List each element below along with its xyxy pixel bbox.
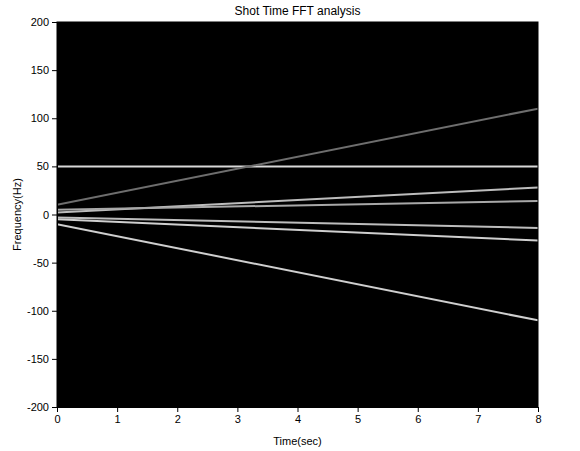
- tick-label: 1: [115, 413, 121, 425]
- tick: 100: [31, 112, 57, 124]
- tick-label: 3: [235, 413, 241, 425]
- tick-mark: [52, 263, 57, 264]
- tick: -50: [33, 257, 57, 269]
- tick-mark: [478, 407, 479, 412]
- series-line: [57, 219, 538, 240]
- tick-label: 150: [31, 64, 49, 76]
- tick: -150: [27, 353, 57, 365]
- tick: 50: [37, 160, 57, 172]
- tick: 5: [355, 407, 361, 425]
- tick: 2: [175, 407, 181, 425]
- axis-line: [58, 408, 539, 413]
- tick-label: -200: [27, 401, 49, 413]
- tick-label: 200: [31, 16, 49, 28]
- series-group: [57, 109, 538, 321]
- plot-frame: [57, 22, 538, 407]
- y-axis-title: Frequency(Hz): [11, 178, 23, 251]
- chart: 0 1 2 3 4 5 6 7 8 -200 -150 -100 -50 0 50 100 150 200 Shot…: [0, 0, 580, 451]
- tick-mark: [52, 407, 57, 408]
- x-axis: 0 1 2 3 4 5 6 7 8: [54, 407, 541, 425]
- tick-mark: [298, 407, 299, 412]
- tick-mark: [358, 407, 359, 412]
- tick-label: -150: [27, 353, 49, 365]
- tick: 0: [54, 407, 60, 425]
- tick: 200: [31, 16, 57, 28]
- tick-label: 7: [475, 413, 481, 425]
- tick: 3: [235, 407, 241, 425]
- tick: 8: [535, 407, 541, 425]
- tick-mark: [52, 311, 57, 312]
- series-line: [57, 165, 538, 167]
- tick-label: 2: [175, 413, 181, 425]
- x-axis-title: Time(sec): [273, 435, 321, 447]
- tick: 0: [43, 209, 57, 221]
- tick-mark: [52, 215, 57, 216]
- series-line: [57, 188, 538, 213]
- tick-label: 4: [295, 413, 301, 425]
- series-line: [57, 201, 538, 210]
- plot: 0 1 2 3 4 5 6 7 8 -200 -150 -100 -50 0 50 100 150 200: [27, 16, 542, 425]
- tick-mark: [418, 407, 419, 412]
- plot-background: [57, 22, 538, 407]
- tick-mark: [237, 407, 238, 412]
- tick-label: 8: [535, 413, 541, 425]
- tick-label: 0: [54, 413, 60, 425]
- tick-mark: [52, 166, 57, 167]
- tick: 6: [415, 407, 421, 425]
- tick-label: -50: [33, 257, 49, 269]
- tick-mark: [52, 118, 57, 119]
- tick-mark: [52, 359, 57, 360]
- tick: 4: [295, 407, 301, 425]
- tick-label: 100: [31, 112, 49, 124]
- tick: -100: [27, 305, 57, 317]
- tick: 1: [115, 407, 121, 425]
- tick-mark: [52, 22, 57, 23]
- tick-mark: [538, 407, 539, 412]
- tick-label: 5: [355, 413, 361, 425]
- tick-label: 6: [415, 413, 421, 425]
- tick: 150: [31, 64, 57, 76]
- tick-label: -100: [27, 305, 49, 317]
- tick: 7: [475, 407, 481, 425]
- tick-label: 0: [43, 209, 49, 221]
- tick-mark: [177, 407, 178, 412]
- y-axis: -200 -150 -100 -50 0 50 100 150 200: [27, 16, 58, 413]
- tick: -200: [27, 401, 57, 413]
- series-line: [57, 224, 538, 320]
- tick-mark: [52, 70, 57, 71]
- tick-mark: [117, 407, 118, 412]
- tick-label: 50: [37, 160, 49, 172]
- title: Shot Time FFT analysis: [235, 4, 361, 18]
